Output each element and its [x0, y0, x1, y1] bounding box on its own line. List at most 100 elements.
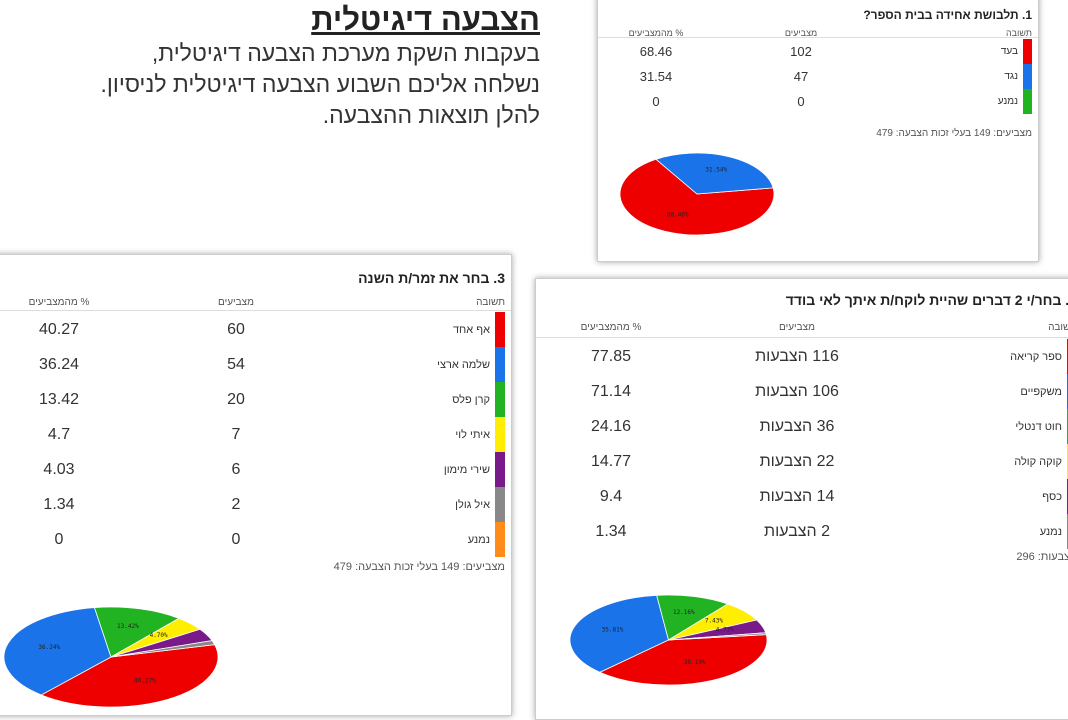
vote-percent: 36.24: [38, 355, 80, 373]
pie-slice: [110, 640, 216, 658]
vote-count: 14 הצבעות: [759, 487, 835, 505]
pie-slice-label: 35.81%: [602, 626, 624, 633]
vote-count: 7: [231, 425, 241, 443]
answer-color-swatch: [495, 522, 505, 557]
pie-slice-label: 13.42%: [117, 623, 139, 630]
poll-card-q2: 2. בחר/י 2 דברים שהיית לוקח/ת איתך לאי ב…: [535, 278, 1068, 720]
answer-color-swatch: [495, 417, 505, 452]
vote-percent: 14.77: [590, 452, 632, 470]
answer-label: ספר קריאה: [1010, 350, 1062, 363]
vote-count: 54: [227, 355, 245, 373]
pie-slice: [668, 632, 767, 641]
header-divider: [598, 37, 1038, 38]
poll-card-q1: 1. תלבושת אחידה בבית הספר? תשובה מצביעים % …: [597, 0, 1039, 262]
answer-label: נמנע: [467, 533, 490, 546]
col-header-answer: תשובה: [1048, 322, 1068, 333]
intro-line-1: בעקבות השקת מערכת הצבעה דיגיטלית,: [151, 40, 540, 66]
result-row: איתי לוי 7 4.7: [0, 417, 505, 452]
header-divider: [536, 337, 1068, 338]
result-row: נמנע 0 0: [598, 89, 1032, 114]
pie-slice: [598, 634, 768, 686]
vote-count: 6: [231, 460, 241, 478]
vote-percent: 24.16: [590, 417, 632, 435]
intro-line-2: נשלחה אליכם השבוע הצבעה דיגיטלית לניסיון…: [100, 71, 541, 97]
result-row: נמנע 2 הצבעות 1.34: [536, 514, 1068, 549]
result-row: ספר קריאה 116 הצבעות 77.85: [536, 339, 1068, 374]
result-row: אף אחד 60 40.27: [0, 312, 505, 347]
pie-slice-label: 68.46%: [667, 211, 689, 218]
pie-slice: [656, 594, 729, 641]
answer-label: איתי לוי: [455, 428, 490, 441]
answer-color-swatch: [495, 347, 505, 382]
pie-slice-label: 4.73%: [716, 627, 734, 634]
result-row: נגד 47 31.54: [598, 64, 1032, 89]
answer-label: קרן פלס: [452, 393, 490, 406]
col-header-votes: מצביעים: [779, 322, 815, 333]
result-row: כסף 14 הצבעות 9.4: [536, 479, 1068, 514]
intro-line-3: להלן תוצאות ההצבעה.: [322, 102, 540, 128]
intro-block: הצבעה דיגיטלית בעקבות השקת מערכת הצבעה ד…: [20, 2, 541, 131]
question-title: 3. בחר את זמר/ת השנה: [358, 270, 505, 286]
vote-percent: 0: [652, 94, 660, 109]
results-pie-chart: 68.46% 31.54%: [619, 152, 775, 236]
vote-count: 2 הצבעות: [764, 522, 830, 540]
answer-label: חוט דנטלי: [1015, 420, 1062, 433]
col-header-votes: מצביעים: [784, 28, 818, 38]
result-row: משקפיים 106 הצבעות 71.14: [536, 374, 1068, 409]
vote-percent: 77.85: [590, 347, 632, 365]
vote-count: 60: [227, 320, 245, 338]
pie-slice-label: 12.16%: [673, 609, 695, 616]
col-header-answer: תשובה: [476, 297, 505, 308]
pie-slice-label: 7.43%: [705, 618, 723, 625]
result-row: נמנע 0 0: [0, 522, 505, 557]
answer-color-swatch: [1023, 89, 1032, 114]
vote-percent: 31.54: [639, 69, 673, 84]
vote-percent: 68.46: [639, 44, 673, 59]
result-row: שלמה ארצי 54 36.24: [0, 347, 505, 382]
pie-slice: [569, 594, 669, 673]
vote-percent: 13.42: [38, 390, 80, 408]
pie-slice-label: 4.70%: [150, 632, 168, 639]
question-title: 2. בחר/י 2 דברים שהיית לוקח/ת איתך לאי ב…: [785, 292, 1068, 308]
pie-slice: [619, 158, 775, 236]
results-pie-chart: 39.19% 35.81% 12.16% 7.43% 4.73%: [569, 594, 768, 686]
answer-color-swatch: [495, 382, 505, 417]
vote-count: 36 הצבעות: [759, 417, 835, 435]
col-header-percent: % מהמצביעים: [580, 322, 642, 333]
pie-slice-label: 39.19%: [684, 659, 706, 666]
answer-color-swatch: [495, 312, 505, 347]
vote-percent: 0: [54, 530, 64, 548]
vote-count: 0: [231, 530, 241, 548]
answer-label: נגד: [1004, 71, 1018, 82]
vote-count: 2: [231, 495, 241, 513]
results-list: אף אחד 60 40.27 שלמה ארצי 54 36.24 קרן פלס 20 13…: [0, 312, 505, 557]
answer-color-swatch: [495, 487, 505, 522]
result-row: חוט דנטלי 36 הצבעות 24.16: [536, 409, 1068, 444]
result-row: בעד 102 68.46: [598, 39, 1032, 64]
result-row: קוקה קולה 22 הצבעות 14.77: [536, 444, 1068, 479]
col-header-answer: תשובה: [1005, 28, 1032, 38]
pie-slice: [3, 607, 112, 696]
pie-slice-label: 31.54%: [705, 167, 727, 174]
answer-label: שלמה ארצי: [437, 358, 490, 371]
vote-percent: 1.34: [595, 522, 627, 540]
answer-color-swatch: [495, 452, 505, 487]
col-header-votes: מצביעים: [218, 297, 254, 308]
results-list: ספר קריאה 116 הצבעות 77.85 משקפיים 106 הצבעו…: [536, 339, 1068, 549]
answer-label: אף אחד: [452, 323, 490, 336]
vote-count: 116 הצבעות: [755, 347, 839, 365]
vote-summary: מצביעים: 149 בעלי זכות הצבעה: 479: [333, 561, 505, 573]
answer-color-swatch: [1023, 64, 1032, 89]
pie-slice-label: 40.27%: [134, 677, 156, 684]
pie-slice-label: 36.24%: [38, 644, 60, 651]
result-row: איל גולן 2 1.34: [0, 487, 505, 522]
col-header-percent: % מהמצביעים: [628, 28, 684, 38]
vote-percent: 71.14: [590, 382, 632, 400]
vote-count: 47: [793, 69, 809, 84]
vote-percent: 9.4: [599, 487, 623, 505]
intro-title: הצבעה דיגיטלית: [311, 2, 540, 37]
results-list: בעד 102 68.46 נגד 47 31.54 נמנע 0 0: [598, 39, 1032, 114]
col-header-percent: % מהמצביעים: [28, 297, 90, 308]
vote-percent: 4.7: [47, 425, 71, 443]
answer-label: כסף: [1042, 490, 1062, 503]
